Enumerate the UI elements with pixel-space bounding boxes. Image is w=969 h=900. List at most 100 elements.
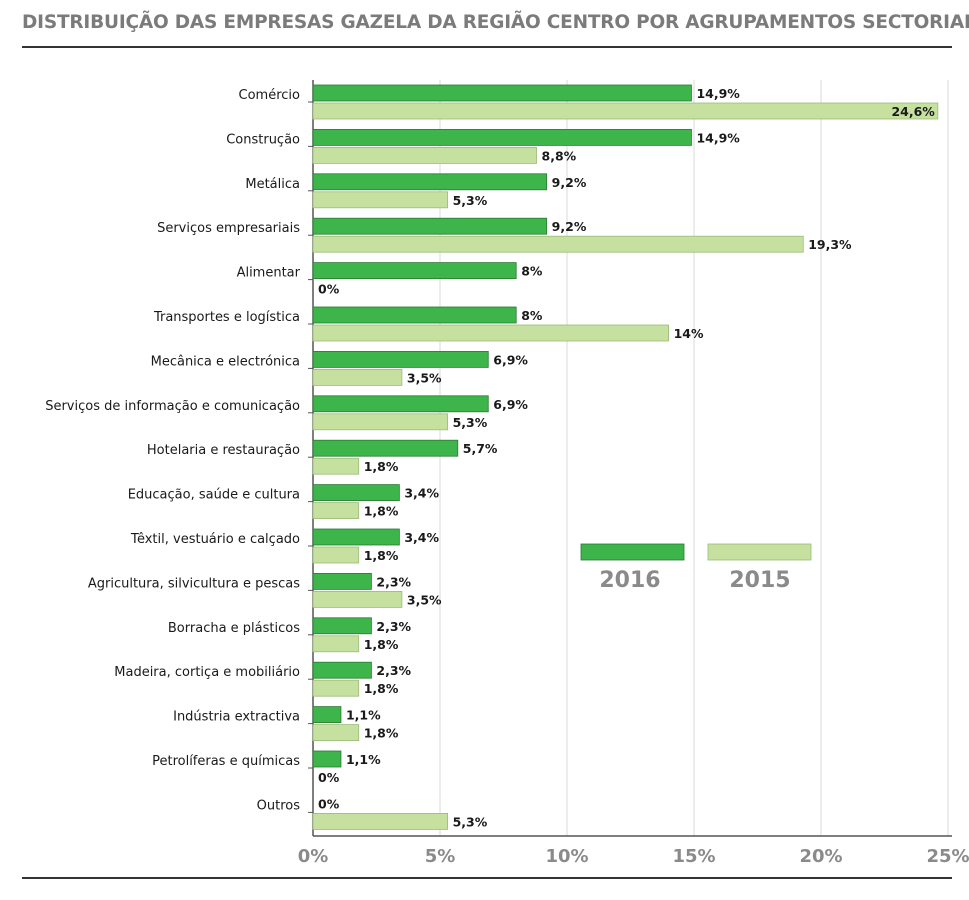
data-label-2015: 3,5% (407, 592, 442, 607)
category-label: Agricultura, silvicultura e pescas (88, 576, 300, 591)
bar-2015 (312, 813, 449, 830)
gridlines (308, 80, 952, 837)
bar-2016 (312, 573, 372, 590)
data-label-2016: 2,3% (376, 574, 411, 589)
bottom-rule (22, 877, 952, 879)
data-label-2015: 1,8% (364, 637, 399, 652)
bar-2015 (312, 324, 670, 342)
category-label: Hotelaria e restauração (147, 443, 300, 458)
category-label: Mecânica e electrónica (151, 354, 300, 369)
x-tick-label: 10% (545, 846, 588, 867)
bar-2016 (312, 262, 517, 280)
category-label: Transportes e logística (153, 310, 300, 325)
data-label-2015: 24,6% (891, 104, 935, 119)
data-label-2016: 9,2% (552, 175, 587, 190)
bar-2015 (312, 724, 360, 741)
bar-2016 (312, 173, 548, 191)
bar-2016 (312, 617, 372, 635)
bar-2016 (312, 484, 400, 502)
data-label-2016: 1,1% (346, 708, 381, 723)
bar-2016 (312, 439, 459, 457)
data-label-2015: 5,3% (453, 814, 488, 829)
bar-2016 (312, 706, 342, 723)
bar-2015 (312, 457, 360, 475)
category-label: Têxtil, vestuário e calçado (130, 532, 300, 547)
category-label: Metálica (245, 177, 300, 192)
category-labels: Comércio Construção Metálica Serviços empre… (45, 88, 300, 813)
bar-2016 (312, 350, 489, 368)
data-label-2016: 6,9% (493, 397, 528, 412)
data-label-2016: 5,7% (463, 441, 498, 456)
category-label: Serviços empresariais (157, 221, 300, 236)
data-label-2016: 9,2% (552, 219, 587, 234)
top-rule (22, 46, 952, 48)
legend-label-2015: 2015 (729, 568, 790, 593)
data-label-2016: 8% (521, 308, 543, 323)
category-label: Petrolíferas e químicas (152, 754, 300, 769)
bar-2015 (312, 146, 537, 164)
bar-2016 (312, 84, 692, 102)
category-label: Indústria extractiva (173, 710, 300, 725)
data-label-2016: 3,4% (404, 486, 439, 501)
data-label-2016: 1,1% (346, 752, 381, 767)
x-tick-label: 25% (926, 846, 969, 867)
bar-2016 (312, 217, 548, 235)
data-label-2015: 0% (318, 770, 340, 785)
bar-2015 (312, 413, 449, 431)
bar-2015 (312, 635, 360, 653)
legend-swatch-2015 (707, 543, 812, 561)
category-label: Borracha e plásticos (168, 621, 300, 636)
data-label-2016: 2,3% (376, 663, 411, 678)
data-label-2015: 14% (674, 326, 704, 341)
x-axis: 0% 5% 10% 15% 20% 25% (298, 846, 969, 867)
data-label-2016: 8% (521, 264, 543, 279)
data-label-2016: 2,3% (376, 619, 411, 634)
bar-2015 (312, 191, 449, 209)
legend-label-2016: 2016 (599, 568, 660, 593)
bar-2015 (312, 102, 939, 120)
legend-swatch-2016 (580, 543, 685, 561)
data-label-2015: 1,8% (364, 681, 399, 696)
data-label-2015: 8,8% (542, 148, 577, 163)
data-label-2016: 14,9% (696, 86, 740, 101)
bar-2015 (312, 591, 403, 608)
bar-2015 (312, 546, 360, 564)
data-label-2015: 0% (318, 282, 340, 297)
category-label: Comércio (239, 88, 301, 103)
x-tick-label: 5% (425, 846, 456, 867)
data-label-2015: 3,5% (407, 370, 442, 385)
data-label-2015: 1,8% (364, 548, 399, 563)
bar-2016 (312, 750, 342, 768)
bar-2016 (312, 128, 692, 146)
bar-2016 (312, 395, 489, 413)
bar-2016 (312, 661, 372, 679)
category-label: Outros (257, 798, 301, 813)
data-label-2015: 1,8% (364, 726, 399, 741)
bar-2016 (312, 528, 400, 546)
data-label-2016: 14,9% (696, 130, 740, 145)
bar-2016 (312, 306, 517, 324)
data-label-2015: 19,3% (808, 237, 852, 252)
legend: 2016 2015 (580, 543, 812, 593)
category-label: Alimentar (237, 266, 301, 281)
data-label-2016: 6,9% (493, 352, 528, 367)
x-tick-label: 20% (799, 846, 842, 867)
data-label-2016: 3,4% (404, 530, 439, 545)
category-label: Educação, saúde e cultura (128, 488, 300, 503)
bar-2015 (312, 235, 804, 253)
data-label-2015: 5,3% (453, 415, 488, 430)
data-label-2015: 5,3% (453, 193, 488, 208)
data-label-2016: 0% (318, 796, 340, 811)
bar-2015 (312, 679, 360, 697)
bars: 14,9% 24,6% 14,9% 8,8% 9,2% 5,3% 9,2% 19,3% 8% 0%… (312, 84, 939, 830)
category-label: Construção (226, 132, 300, 147)
bar-2015 (312, 368, 403, 386)
data-label-2015: 1,8% (364, 459, 399, 474)
category-label: Serviços de informação e comunicação (45, 399, 300, 414)
x-tick-label: 15% (672, 846, 715, 867)
data-label-2015: 1,8% (364, 504, 399, 519)
chart-title: DISTRIBUIÇÃO DAS EMPRESAS GAZELA DA REGI… (22, 12, 969, 33)
bar-2015 (312, 502, 360, 520)
x-tick-label: 0% (298, 846, 329, 867)
